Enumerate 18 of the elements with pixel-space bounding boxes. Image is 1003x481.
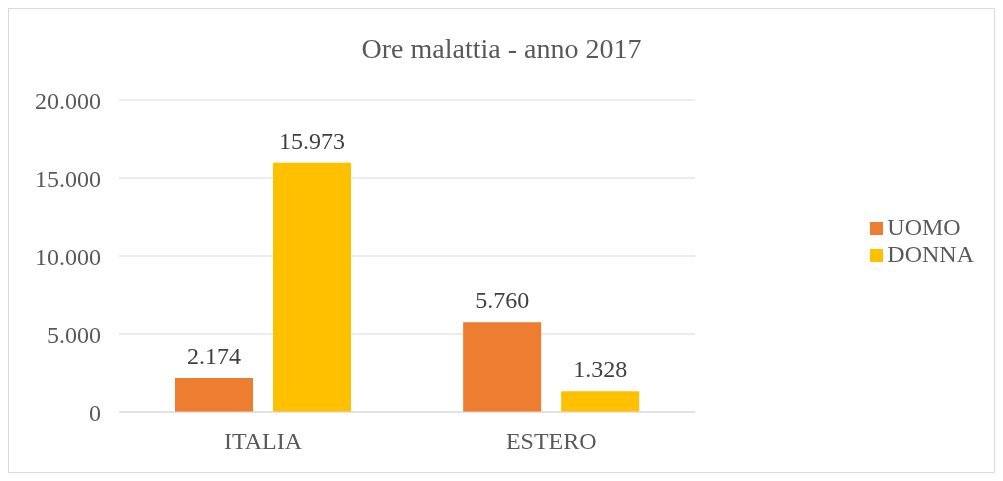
legend-label: DONNA bbox=[887, 240, 974, 267]
y-tick-label: 15.000 bbox=[35, 165, 101, 192]
data-label: 2.174 bbox=[187, 343, 241, 370]
bar bbox=[561, 391, 640, 412]
y-tick-label: 5.000 bbox=[47, 321, 101, 348]
bar bbox=[175, 378, 253, 412]
data-label: 15.973 bbox=[279, 127, 345, 154]
x-tick-label: ITALIA bbox=[224, 428, 303, 455]
legend-label: UOMO bbox=[887, 213, 961, 240]
y-tick-label: 10.000 bbox=[35, 243, 101, 270]
x-tick-label: ESTERO bbox=[505, 428, 597, 455]
y-tick-label: 20.000 bbox=[35, 87, 101, 114]
bar bbox=[273, 162, 351, 412]
y-tick-label: 0 bbox=[89, 399, 101, 426]
bar bbox=[463, 322, 542, 412]
data-label: 5.760 bbox=[475, 287, 530, 314]
data-label: 1.328 bbox=[573, 356, 628, 383]
chart-title: Ore malattia - anno 2017 bbox=[360, 33, 643, 65]
